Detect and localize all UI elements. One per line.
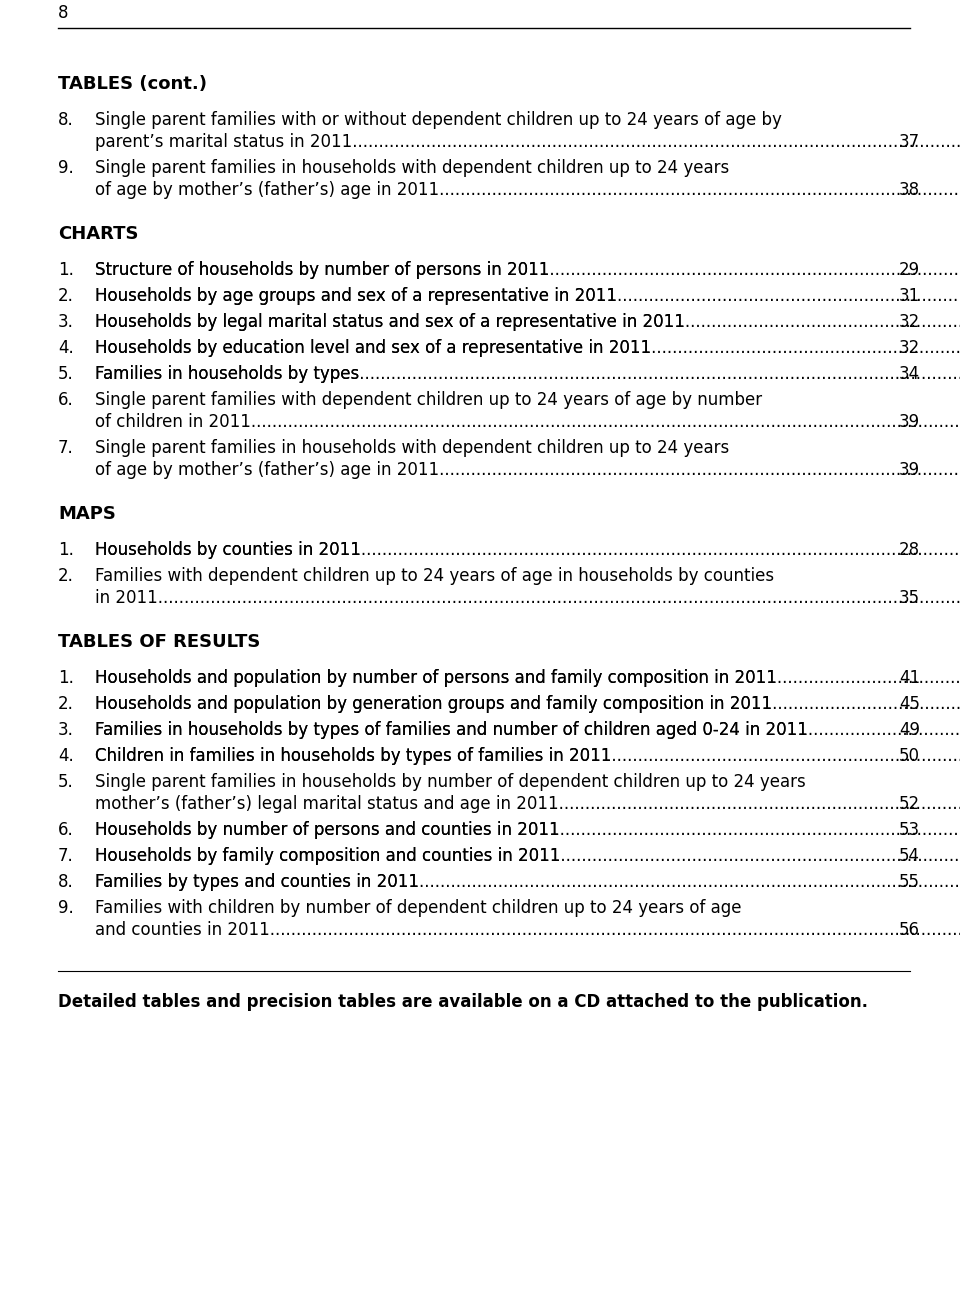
Text: 32: 32	[899, 313, 920, 331]
Text: 8.: 8.	[58, 874, 74, 890]
Text: Households by counties in 2011: Households by counties in 2011	[95, 541, 361, 559]
Text: Families with dependent children up to 24 years of age in households by counties: Families with dependent children up to 2…	[95, 567, 774, 585]
Text: Households by legal marital status and sex of a representative in 2011..........: Households by legal marital status and s…	[95, 313, 960, 331]
Text: 4.: 4.	[58, 339, 74, 357]
Text: Households and population by generation groups and family composition in 2011: Households and population by generation …	[95, 694, 772, 713]
Text: 38: 38	[899, 180, 920, 199]
Text: Structure of households by number of persons in 2011: Structure of households by number of per…	[95, 261, 549, 279]
Text: Families in households by types of families and number of children aged 0-24 in : Families in households by types of famil…	[95, 720, 960, 739]
Text: 31: 31	[899, 287, 920, 305]
Text: 7.: 7.	[58, 848, 74, 864]
Text: CHARTS: CHARTS	[58, 225, 138, 243]
Text: 28: 28	[899, 541, 920, 559]
Text: Families in households by types of families and number of children aged 0-24 in : Families in households by types of famil…	[95, 720, 808, 739]
Text: 2.: 2.	[58, 694, 74, 713]
Text: Children in families in households by types of families in 2011.................: Children in families in households by ty…	[95, 748, 960, 765]
Text: 3.: 3.	[58, 313, 74, 331]
Text: of age by mother’s (father’s) age in 2011.......................................: of age by mother’s (father’s) age in 201…	[95, 180, 960, 199]
Text: 53: 53	[899, 822, 920, 839]
Text: Structure of households by number of persons in 2011............................: Structure of households by number of per…	[95, 261, 960, 279]
Text: Households by number of persons and counties in 2011............................: Households by number of persons and coun…	[95, 822, 960, 839]
Text: of children in 2011.............................................................: of children in 2011.....................…	[95, 413, 960, 431]
Text: 55: 55	[899, 874, 920, 890]
Text: 2.: 2.	[58, 287, 74, 305]
Text: Families with children by number of dependent children up to 24 years of age: Families with children by number of depe…	[95, 900, 741, 916]
Text: 6.: 6.	[58, 822, 74, 839]
Text: 56: 56	[899, 922, 920, 938]
Text: 7.: 7.	[58, 439, 74, 457]
Text: 52: 52	[899, 794, 920, 813]
Text: 37: 37	[899, 132, 920, 151]
Text: of age by mother’s (father’s) age in 2011.......................................: of age by mother’s (father’s) age in 201…	[95, 461, 960, 479]
Text: mother’s (father’s) legal marital status and age in 2011........................: mother’s (father’s) legal marital status…	[95, 794, 960, 813]
Text: Families in households by types.................................................: Families in households by types.........…	[95, 365, 960, 383]
Text: 35: 35	[899, 589, 920, 607]
Text: MAPS: MAPS	[58, 505, 116, 523]
Text: Single parent families in households with dependent children up to 24 years: Single parent families in households wit…	[95, 158, 730, 177]
Text: 6.: 6.	[58, 391, 74, 409]
Text: 32: 32	[899, 339, 920, 357]
Text: Single parent families with dependent children up to 24 years of age by number: Single parent families with dependent ch…	[95, 391, 762, 409]
Text: 8.: 8.	[58, 112, 74, 129]
Text: 1.: 1.	[58, 261, 74, 279]
Text: Households by education level and sex of a representative in 2011: Households by education level and sex of…	[95, 339, 651, 357]
Text: 54: 54	[899, 848, 920, 864]
Text: 3.: 3.	[58, 720, 74, 739]
Text: Households and population by number of persons and family composition in 2011: Households and population by number of p…	[95, 668, 777, 687]
Text: 39: 39	[899, 461, 920, 479]
Text: Families by types and counties in 2011: Families by types and counties in 2011	[95, 874, 419, 890]
Text: 49: 49	[899, 720, 920, 739]
Text: 45: 45	[899, 694, 920, 713]
Text: 5.: 5.	[58, 774, 74, 790]
Text: parent’s marital status in 2011.................................................: parent’s marital status in 2011.........…	[95, 132, 960, 151]
Text: 1.: 1.	[58, 541, 74, 559]
Text: Households by age groups and sex of a representative in 2011....................: Households by age groups and sex of a re…	[95, 287, 960, 305]
Text: in 2011.........................................................................: in 2011.................................…	[95, 589, 960, 607]
Text: 4.: 4.	[58, 748, 74, 765]
Text: Families in households by types: Families in households by types	[95, 365, 359, 383]
Text: Households and population by generation groups and family composition in 2011...: Households and population by generation …	[95, 694, 960, 713]
Text: TABLES (cont.): TABLES (cont.)	[58, 75, 207, 93]
Text: Single parent families with or without dependent children up to 24 years of age : Single parent families with or without d…	[95, 112, 781, 129]
Text: 9.: 9.	[58, 158, 74, 177]
Text: Detailed tables and precision tables are available on a CD attached to the publi: Detailed tables and precision tables are…	[58, 993, 868, 1011]
Text: Households by education level and sex of a representative in 2011...............: Households by education level and sex of…	[95, 339, 960, 357]
Text: Households by legal marital status and sex of a representative in 2011: Households by legal marital status and s…	[95, 313, 684, 331]
Text: Single parent families in households by number of dependent children up to 24 ye: Single parent families in households by …	[95, 774, 805, 790]
Text: Children in families in households by types of families in 2011: Children in families in households by ty…	[95, 748, 612, 765]
Text: and counties in 2011............................................................: and counties in 2011....................…	[95, 922, 960, 938]
Text: 50: 50	[899, 748, 920, 765]
Text: Households by counties in 2011..................................................: Households by counties in 2011..........…	[95, 541, 960, 559]
Text: 29: 29	[899, 261, 920, 279]
Text: Households and population by number of persons and family composition in 2011...: Households and population by number of p…	[95, 668, 960, 687]
Text: 8: 8	[58, 4, 68, 22]
Text: 9.: 9.	[58, 900, 74, 916]
Text: Households by family composition and counties in 2011...........................: Households by family composition and cou…	[95, 848, 960, 864]
Text: 2.: 2.	[58, 567, 74, 585]
Text: TABLES OF RESULTS: TABLES OF RESULTS	[58, 633, 260, 652]
Text: 5.: 5.	[58, 365, 74, 383]
Text: Households by number of persons and counties in 2011: Households by number of persons and coun…	[95, 822, 560, 839]
Text: 1.: 1.	[58, 668, 74, 687]
Text: Households by family composition and counties in 2011: Households by family composition and cou…	[95, 848, 561, 864]
Text: Single parent families in households with dependent children up to 24 years: Single parent families in households wit…	[95, 439, 730, 457]
Text: Families by types and counties in 2011..........................................: Families by types and counties in 2011..…	[95, 874, 960, 890]
Text: 41: 41	[899, 668, 920, 687]
Text: Households by age groups and sex of a representative in 2011: Households by age groups and sex of a re…	[95, 287, 617, 305]
Text: 34: 34	[899, 365, 920, 383]
Text: 39: 39	[899, 413, 920, 431]
